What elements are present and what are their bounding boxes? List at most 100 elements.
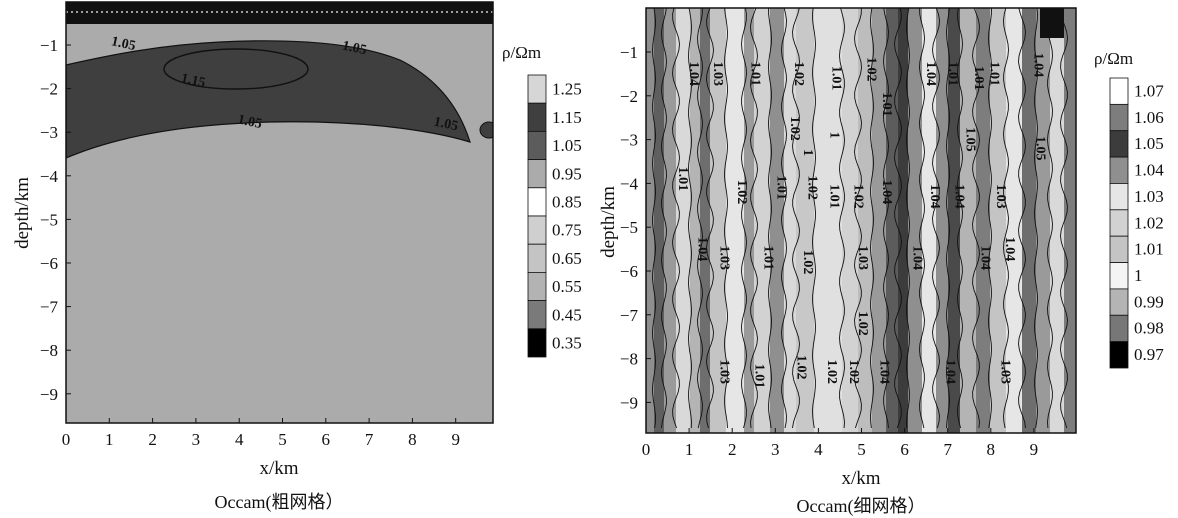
- right-caption: Occam(细网格）: [797, 496, 926, 517]
- resistivity-stripe: [948, 8, 960, 433]
- x-tick-label: 2: [148, 430, 157, 449]
- resistivity-stripe: [908, 8, 922, 433]
- resistivity-stripe: [690, 8, 700, 433]
- left-contour-1-15: [163, 48, 309, 90]
- colorbar-swatch: [1109, 103, 1129, 132]
- contour-label: 1.02: [804, 175, 819, 200]
- contour-label: 1.03: [717, 359, 732, 384]
- colorbar-level-label: 0.98: [1134, 319, 1164, 338]
- contour-label: 1.01: [774, 175, 789, 200]
- contour-label: 1.05: [341, 39, 368, 59]
- right-y-ticks: −1 −2 −3 −4 −5 −6 −7 −8 −9: [620, 43, 651, 412]
- contour-label: 1.02: [791, 61, 806, 86]
- contour-line: [839, 8, 845, 429]
- left-x-axis-label: x/km: [259, 458, 298, 479]
- y-tick-label: −8: [40, 341, 58, 360]
- resistivity-stripe: [960, 8, 976, 433]
- contour-label: 1.02: [787, 116, 802, 141]
- colorbar-level-label: 1.04: [1134, 161, 1164, 180]
- right-contour-lines: [652, 8, 1068, 429]
- x-tick-label: 6: [900, 440, 909, 459]
- contour-line: [932, 8, 940, 429]
- right-contour-labels: 1.04 1.03 1.01 1.02 1.01 1.021.011.04 1.01 1.01…: [675, 53, 1048, 389]
- left-caption: Occam(粗网格）: [215, 492, 344, 513]
- y-tick-label: −6: [40, 254, 58, 273]
- y-tick-label: −4: [40, 167, 59, 186]
- colorbar-swatch: [1109, 262, 1129, 290]
- contour-line: [894, 8, 902, 429]
- colorbar-swatch: [527, 130, 547, 160]
- resistivity-stripe: [796, 8, 814, 433]
- contour-label: 1.04: [943, 359, 958, 384]
- contour-label: 1.03: [993, 184, 1008, 209]
- contour-label: 1.04: [927, 184, 942, 209]
- x-tick-label: 3: [771, 440, 780, 459]
- contour-line: [706, 8, 714, 429]
- x-tick-label: 7: [365, 430, 374, 449]
- contour-label: 1.01: [826, 184, 841, 209]
- y-tick-label: −2: [620, 87, 638, 106]
- left-plot-frame: [65, 1, 494, 424]
- contour-line: [781, 8, 787, 429]
- resistivity-stripe: [654, 8, 664, 433]
- colorbar-level-label: 1.15: [552, 108, 582, 127]
- contour-line: [750, 8, 758, 429]
- contour-label: 1.01: [675, 167, 690, 192]
- resistivity-stripe: [664, 8, 676, 433]
- colorbar-level-label: 0.55: [552, 277, 582, 296]
- left-y-ticks: −1 −2 −3 −4 −5 −6 −7 −8 −9: [40, 36, 71, 404]
- resistivity-stripe: [936, 8, 948, 433]
- colorbar-swatch: [527, 300, 547, 330]
- contour-label: 1.05: [1033, 136, 1048, 161]
- colorbar-swatch: [527, 215, 547, 245]
- contour-label: 1.02: [850, 184, 865, 209]
- resistivity-stripe: [710, 8, 726, 433]
- contour-label: 1.02: [864, 57, 879, 82]
- y-tick-label: −6: [620, 262, 638, 281]
- resistivity-stripe: [814, 8, 842, 433]
- resistivity-stripe: [898, 8, 908, 433]
- contour-label: 1.02: [734, 180, 749, 205]
- x-tick-label: 8: [987, 440, 996, 459]
- contour-line: [812, 8, 816, 429]
- contour-line: [724, 8, 728, 429]
- colorbar-swatch: [527, 271, 547, 301]
- x-tick-label: 4: [235, 430, 244, 449]
- colorbar-swatch: [527, 159, 547, 189]
- contour-label: 1.03: [717, 245, 732, 270]
- contour-label: 1.05: [110, 34, 137, 54]
- contour-label: 1.02: [793, 355, 808, 380]
- left-colorbar: 1.25 1.15 1.05 0.95 0.85 0.75 0.65 0.55 0.45 0.35: [527, 74, 582, 358]
- colorbar-level-label: 1.01: [1134, 240, 1164, 259]
- resistivity-stripe: [858, 8, 872, 433]
- x-tick-label: 6: [322, 430, 331, 449]
- colorbar-swatch: [527, 74, 547, 104]
- resistivity-stripe: [976, 8, 990, 433]
- colorbar-swatch: [1109, 183, 1129, 211]
- colorbar-swatch: [1109, 235, 1129, 263]
- contour-label: 1.02: [855, 311, 870, 336]
- contour-line: [1047, 8, 1053, 429]
- left-contour-labels: 1.05 1.15 1.05 1.05 1.05: [110, 34, 460, 134]
- x-tick-label: 5: [278, 430, 287, 449]
- colorbar-level-label: 0.35: [552, 334, 582, 353]
- contour-line: [854, 8, 862, 429]
- contour-line: [870, 8, 874, 429]
- contour-label: 1.01: [986, 61, 1001, 86]
- colorbar-swatch: [1109, 288, 1129, 316]
- contour-label: 1.04: [910, 245, 925, 270]
- contour-line: [768, 8, 772, 429]
- colorbar-level-label: 1.25: [552, 80, 582, 99]
- contour-line: [697, 8, 703, 429]
- resistivity-stripe: [754, 8, 770, 433]
- contour-line: [919, 8, 925, 429]
- contour-line: [1003, 8, 1009, 429]
- y-tick-label: −5: [40, 210, 58, 229]
- resistivity-stripe: [726, 8, 744, 433]
- x-tick-label: 9: [1030, 440, 1039, 459]
- contour-label: 1.04: [1030, 53, 1045, 78]
- resistivity-stripe: [872, 8, 886, 433]
- y-tick-label: −4: [620, 174, 639, 193]
- contour-label: 1.15: [180, 71, 207, 91]
